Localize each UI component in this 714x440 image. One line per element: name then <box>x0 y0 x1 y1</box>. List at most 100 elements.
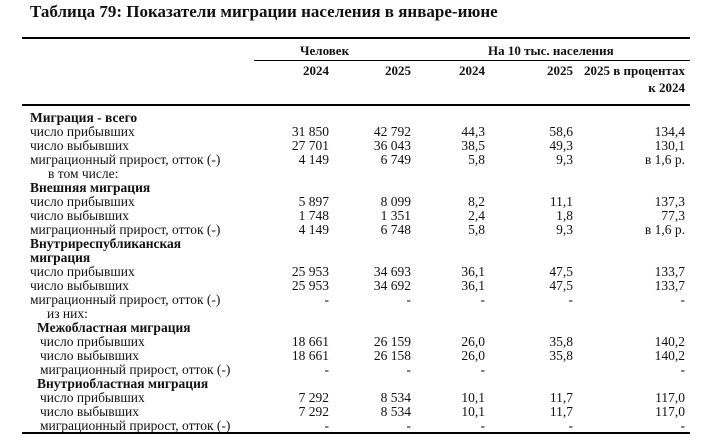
cell-value: 25 953 <box>291 278 329 293</box>
cell-value: 6 748 <box>380 222 411 237</box>
row-label: число выбывших <box>40 348 139 363</box>
section-header-row: миграция <box>0 251 714 265</box>
cell-value: 8 534 <box>380 390 411 405</box>
section-header-row: Внутриреспубликанская <box>0 237 714 251</box>
row-label: Внутриобластная миграция <box>37 376 209 391</box>
cell-value: 34 692 <box>373 278 411 293</box>
cell-value: 4 149 <box>298 152 329 167</box>
cell-value: 130,1 <box>654 138 685 153</box>
cell-value: 1 351 <box>380 208 411 223</box>
cell-value: 10,1 <box>461 390 485 405</box>
row-label: число прибывших <box>40 334 145 349</box>
row-label: Внутриреспубликанская <box>30 236 182 251</box>
row-label: Межобластная миграция <box>37 320 191 335</box>
cell-value: 1,8 <box>556 208 573 223</box>
header-col-2025-people: 2025 <box>385 63 411 78</box>
table-row: число выбывших 27 701 36 043 38,5 49,3 130,1 <box>0 139 714 153</box>
cell-value: 35,8 <box>549 348 573 363</box>
cell-value: 34 693 <box>373 264 411 279</box>
row-label: миграционный прирост, отток (-) <box>30 292 221 307</box>
table-row: миграционный прирост, отток (-) - - - - <box>0 363 714 377</box>
cell-value: 6 749 <box>380 152 411 167</box>
cell-value: 2,4 <box>468 208 485 223</box>
cell-value: 140,2 <box>654 348 685 363</box>
cell-value: 27 701 <box>291 138 329 153</box>
cell-value: 36 043 <box>373 138 411 153</box>
table-row: миграционный прирост, отток (-) - - - - - <box>0 293 714 307</box>
row-label: миграционный прирост, отток (-) <box>30 222 221 237</box>
section-header-row: Внутриобластная миграция <box>0 377 714 391</box>
table-row: в том числе: <box>0 167 714 181</box>
cell-value: 5,8 <box>468 222 485 237</box>
cell-value: 18 661 <box>291 334 329 349</box>
table-row: миграционный прирост, отток (-) - - - - - <box>0 419 714 433</box>
table-row: миграционный прирост, отток (-) 4 149 6 74… <box>0 153 714 167</box>
row-label: число выбывших <box>30 208 129 223</box>
cell-value: - <box>324 292 330 307</box>
cell-value: 47,5 <box>549 278 573 293</box>
cell-value: - <box>480 418 486 433</box>
row-label: из них: <box>47 306 88 321</box>
row-label: число выбывших <box>40 404 139 419</box>
table-row: из них: <box>0 307 714 321</box>
cell-value: 9,3 <box>556 152 573 167</box>
cell-value: 31 850 <box>291 124 329 139</box>
table-row: число выбывших 1 748 1 351 2,4 1,8 77,3 <box>0 209 714 223</box>
cell-value: 117,0 <box>655 390 685 405</box>
cell-value: 42 792 <box>373 124 411 139</box>
cell-value: 26,0 <box>461 348 485 363</box>
table-row: число прибывших 25 953 34 693 36,1 47,5 133,7 <box>0 265 714 279</box>
cell-value: 36,1 <box>461 264 485 279</box>
header-col-percent-line2: к 2024 <box>648 80 685 95</box>
cell-value: 9,3 <box>556 222 573 237</box>
header-col-2025-rate: 2025 <box>547 63 573 78</box>
table-row: число выбывших 18 661 26 158 26,0 35,8 140,2 <box>0 349 714 363</box>
table-row: число прибывших 7 292 8 534 10,1 11,7 117,0 <box>0 391 714 405</box>
cell-value: 4 149 <box>298 222 329 237</box>
cell-value: - <box>406 292 412 307</box>
table-row: миграционный прирост, отток (-) 4 149 6 74… <box>0 223 714 237</box>
section-header-row: Миграция - всего <box>0 111 714 125</box>
cell-value: 5,8 <box>468 152 485 167</box>
cell-value: в 1,6 р. <box>644 222 685 237</box>
cell-value: 140,2 <box>654 334 685 349</box>
table-row: число прибывших 5 897 8 099 8,2 11,1 137,3 <box>0 195 714 209</box>
cell-value: 117,0 <box>655 404 685 419</box>
cell-value: - <box>324 362 330 377</box>
cell-value: 26 159 <box>373 334 411 349</box>
section-header-row: Внешняя миграция <box>0 181 714 195</box>
row-label: Внешняя миграция <box>30 180 151 195</box>
header-bottom-rule <box>22 104 690 106</box>
row-label: число прибывших <box>30 124 135 139</box>
cell-value: 38,5 <box>461 138 485 153</box>
header-group-people: Человек <box>300 43 350 58</box>
row-label: миграционный прирост, отток (-) <box>40 418 231 433</box>
cell-value: - <box>406 362 412 377</box>
cell-value: - <box>568 292 574 307</box>
cell-value: 77,3 <box>661 208 685 223</box>
row-label: миграционный прирост, отток (-) <box>40 362 231 377</box>
cell-value: 25 953 <box>291 264 329 279</box>
cell-value: 49,3 <box>549 138 573 153</box>
cell-value: 133,7 <box>654 278 685 293</box>
cell-value: 10,1 <box>461 404 485 419</box>
cell-value: 7 292 <box>298 390 329 405</box>
cell-value: 137,3 <box>654 194 685 209</box>
cell-value: 133,7 <box>654 264 685 279</box>
row-label: миграционный прирост, отток (-) <box>30 152 221 167</box>
cell-value: - <box>406 418 412 433</box>
cell-value: - <box>680 292 686 307</box>
row-label: миграция <box>30 250 91 265</box>
table-row: число выбывших 7 292 8 534 10,1 11,7 117,0 <box>0 405 714 419</box>
cell-value: 26,0 <box>461 334 485 349</box>
header-col-2024-rate: 2024 <box>459 63 485 78</box>
cell-value: - <box>480 362 486 377</box>
cell-value: 8 099 <box>380 194 411 209</box>
cell-value: 11,7 <box>549 404 573 419</box>
cell-value: - <box>680 362 686 377</box>
bottom-rule <box>22 432 690 434</box>
cell-value: 134,4 <box>654 124 685 139</box>
cell-value: 35,8 <box>549 334 573 349</box>
cell-value: 8,2 <box>468 194 485 209</box>
cell-value: - <box>568 418 574 433</box>
